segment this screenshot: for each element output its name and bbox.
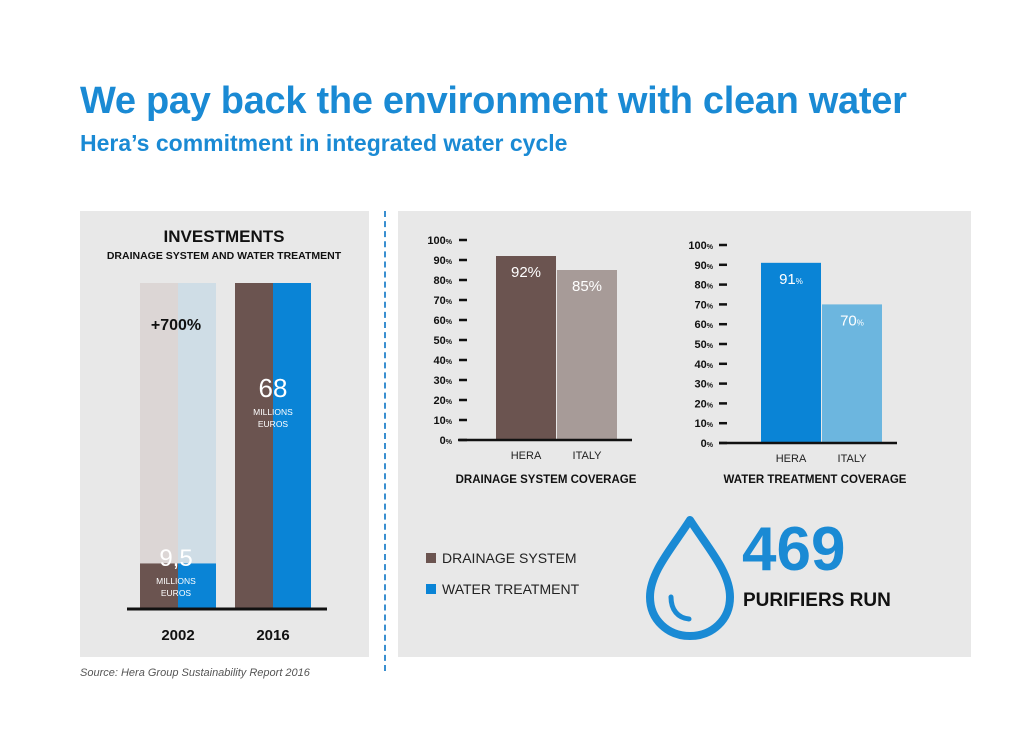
unit-2002-line1: MILLIONS <box>156 576 196 586</box>
tick-label-90: 90% <box>695 260 714 272</box>
tick-label-0: 0% <box>701 438 714 450</box>
category-label-italy: ITALY <box>838 453 868 465</box>
legend-swatch-treatment <box>426 584 436 594</box>
treatment-coverage-chart: 0%10%20%30%40%50%60%70%80%90%100%91%HERA… <box>688 240 906 486</box>
purifiers-label: PURIFIERS RUN <box>743 590 891 611</box>
dashed-divider <box>384 211 386 671</box>
tick-label-70: 70% <box>434 295 453 307</box>
tick-label-90: 90% <box>434 255 453 267</box>
category-label-hera: HERA <box>776 453 807 465</box>
tick-label-20: 20% <box>434 395 453 407</box>
page-title: We pay back the environment with clean w… <box>80 80 907 122</box>
investments-chart: INVESTMENTS DRAINAGE SYSTEM AND WATER TR… <box>107 227 342 644</box>
legend: DRAINAGE SYSTEM WATER TREATMENT <box>426 550 580 597</box>
legend-swatch-drainage <box>426 553 436 563</box>
purifiers-count: 469 <box>742 515 845 584</box>
tick-label-10: 10% <box>434 415 453 427</box>
tick-label-40: 40% <box>434 355 453 367</box>
tick-label-60: 60% <box>434 315 453 327</box>
value-2002: 9,5 <box>159 545 192 572</box>
chart-title: DRAINAGE SYSTEM COVERAGE <box>456 474 637 486</box>
investments-panel <box>80 211 369 657</box>
bar-hera <box>761 262 821 443</box>
tick-label-40: 40% <box>695 359 714 371</box>
tick-label-80: 80% <box>434 275 453 287</box>
bar-treatment-2016 <box>273 283 311 609</box>
purifiers-block: 469 PURIFIERS RUN <box>646 515 891 640</box>
growth-label: +700% <box>151 317 201 334</box>
category-label-2016: 2016 <box>256 627 289 644</box>
bar-drainage-2002 <box>140 563 178 609</box>
value-2016: 68 <box>259 373 288 403</box>
unit-2016-line1: MILLIONS <box>253 407 293 417</box>
tick-label-30: 30% <box>695 379 714 391</box>
tick-label-100: 100% <box>688 240 713 252</box>
bar-ghost-treatment-2002 <box>178 283 216 609</box>
tick-label-30: 30% <box>434 375 453 387</box>
legend-label-drainage: DRAINAGE SYSTEM <box>442 550 577 566</box>
investments-subtitle: DRAINAGE SYSTEM AND WATER TREATMENT <box>107 250 342 262</box>
bar-ghost-drainage-2002 <box>140 283 178 609</box>
source-note: Source: Hera Group Sustainability Report… <box>80 667 310 679</box>
tick-label-0: 0% <box>440 435 453 447</box>
legend-label-treatment: WATER TREATMENT <box>442 581 580 597</box>
tick-label-10: 10% <box>695 418 714 430</box>
bar-italy <box>822 304 882 443</box>
page-subtitle: Hera’s commitment in integrated water cy… <box>80 130 568 156</box>
water-drop-icon <box>646 516 734 640</box>
drainage-coverage-chart: 0% 10% 20% 30% 40% 50% 60% 70% 80% 90% 100% 92% HERA… <box>427 235 636 486</box>
tick-label-50: 50% <box>695 339 714 351</box>
chart-title: WATER TREATMENT COVERAGE <box>724 474 907 486</box>
bar-drainage-2016 <box>235 283 273 609</box>
tick-label-20: 20% <box>695 398 714 410</box>
value-label-hera: 92% <box>511 264 541 281</box>
bar-italy <box>557 270 617 440</box>
unit-2002-line2: EUROS <box>161 588 192 598</box>
category-label-italy: ITALY <box>573 450 603 462</box>
bar-treatment-2002 <box>178 563 216 609</box>
category-label-2002: 2002 <box>161 627 194 644</box>
bar-hera <box>496 256 556 440</box>
value-label-italy: 85% <box>572 278 602 295</box>
category-label-hera: HERA <box>511 450 542 462</box>
tick-label-70: 70% <box>695 299 714 311</box>
tick-label-60: 60% <box>695 319 714 331</box>
investments-title: INVESTMENTS <box>164 227 285 246</box>
tick-label-100: 100% <box>427 235 452 247</box>
unit-2016-line2: EUROS <box>258 419 289 429</box>
tick-label-80: 80% <box>695 280 714 292</box>
tick-label-50: 50% <box>434 335 453 347</box>
